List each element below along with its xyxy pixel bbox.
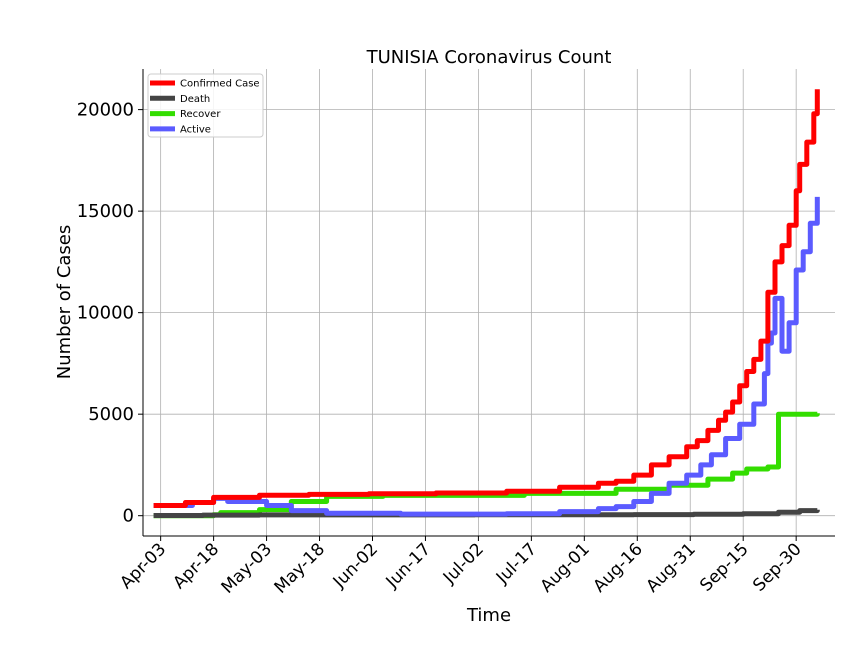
y-tick-label: 5000 bbox=[88, 404, 134, 425]
x-tick-label: Jun-17 bbox=[382, 539, 435, 592]
y-tick-label: 15000 bbox=[77, 201, 134, 222]
axes bbox=[142, 69, 835, 537]
x-axis-label: Time bbox=[466, 605, 511, 626]
x-tick-label: Aug-01 bbox=[537, 539, 594, 596]
legend-label: Recover bbox=[180, 109, 221, 120]
legend-label: Death bbox=[180, 94, 210, 105]
series-line-death bbox=[153, 508, 820, 518]
y-tick-label: 20000 bbox=[77, 100, 134, 121]
x-tick-label: May-03 bbox=[218, 539, 276, 597]
series-line-confirmed-case bbox=[153, 89, 820, 508]
y-tick-label: 0 bbox=[123, 506, 134, 527]
x-tick-label: Jul-17 bbox=[492, 539, 541, 588]
x-tick-label: Apr-18 bbox=[169, 539, 223, 593]
x-tick-label: Sep-30 bbox=[749, 539, 805, 595]
x-tick-label: Jun-02 bbox=[329, 539, 382, 592]
x-tick-label: Aug-31 bbox=[643, 539, 700, 596]
y-tick-label: 10000 bbox=[77, 303, 134, 324]
chart-title: TUNISIA Coronavirus Count bbox=[366, 47, 612, 68]
series-lines bbox=[153, 89, 820, 519]
legend-label: Confirmed Case bbox=[180, 79, 260, 90]
y-ticks: 0 5000 10000 15000 20000 bbox=[77, 100, 143, 527]
x-tick-label: Aug-16 bbox=[590, 539, 647, 596]
legend: Confirmed Case Death Recover Active bbox=[147, 73, 264, 138]
x-tick-label: Sep-15 bbox=[696, 539, 752, 595]
x-tick-label: May-18 bbox=[271, 539, 329, 597]
x-tick-label: Apr-03 bbox=[116, 539, 170, 593]
legend-box bbox=[147, 73, 264, 138]
series-line-recover bbox=[153, 411, 820, 519]
grid bbox=[143, 69, 835, 536]
series-line-active bbox=[153, 196, 820, 517]
legend-label: Active bbox=[180, 124, 211, 135]
x-tick-label: Jul-02 bbox=[439, 539, 488, 588]
y-axis-label: Number of Cases bbox=[54, 225, 75, 380]
